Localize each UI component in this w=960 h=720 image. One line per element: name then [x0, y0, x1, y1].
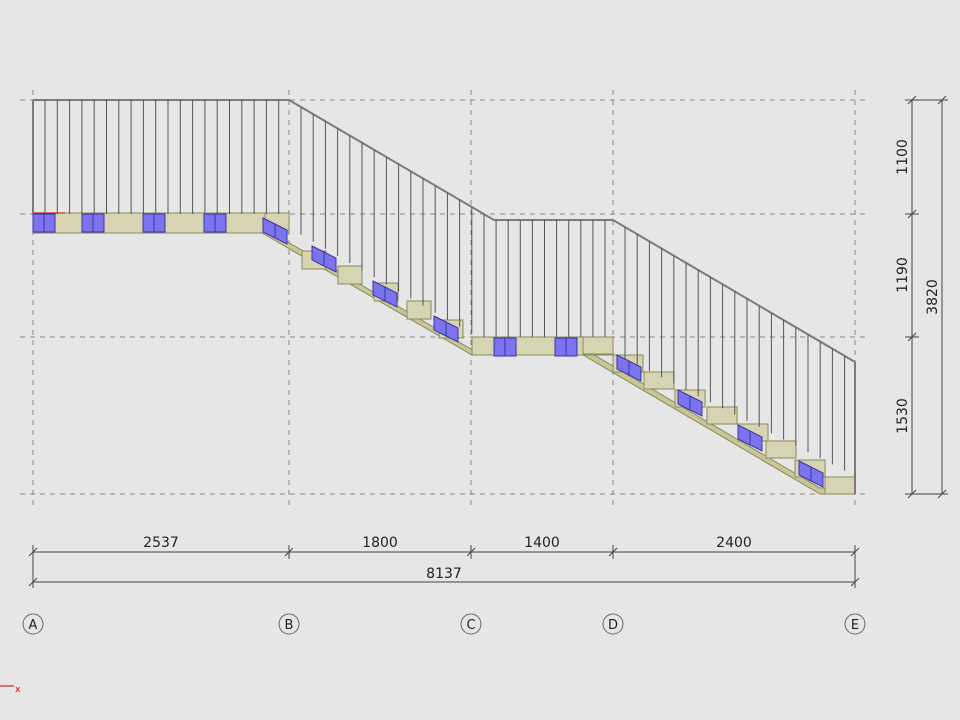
dimension-tick: [28, 577, 38, 587]
axis-bubble-c: C: [460, 613, 482, 635]
dim-label-2537: 2537: [143, 535, 179, 551]
axis-label-d: D: [608, 618, 618, 633]
step-tread: [706, 406, 738, 425]
dim-label-total: 8137: [426, 566, 462, 582]
axis-bubble-b: B: [278, 613, 300, 635]
step-tread: [824, 476, 856, 495]
axis-bubble-e: E: [844, 613, 866, 635]
step-tread: [765, 440, 797, 459]
dimension-tick: [907, 209, 917, 219]
axis-label-a: A: [29, 618, 38, 633]
dim-label-total-height: 3820: [925, 279, 941, 315]
top-rail: [33, 99, 856, 363]
dimension-tick: [937, 95, 947, 105]
dim-label-1190: 1190: [895, 257, 911, 293]
dimension-tick: [907, 332, 917, 342]
dimension-tick: [937, 489, 947, 499]
step-tread: [337, 265, 363, 285]
dimension-lines: [28, 95, 948, 588]
dimension-tick: [284, 547, 294, 557]
railing: [32, 99, 856, 494]
step-tread: [582, 336, 614, 355]
ucs-icon: x: [0, 685, 21, 695]
axis-bubble-d: D: [602, 613, 624, 635]
step-tread: [643, 371, 675, 390]
dimension-tick: [466, 547, 476, 557]
dimension-tick: [608, 547, 618, 557]
dim-label-1100: 1100: [895, 139, 911, 175]
ucs-x-label: x: [15, 685, 21, 695]
dim-label-1800: 1800: [362, 535, 398, 551]
dimension-tick: [850, 577, 860, 587]
dim-label-1530: 1530: [895, 398, 911, 434]
axis-bubble-a: A: [22, 613, 44, 635]
dim-label-1400: 1400: [524, 535, 560, 551]
stair-stringer: [32, 226, 856, 495]
axis-label-c: C: [466, 618, 475, 633]
stair-structure: [32, 194, 856, 495]
axis-label-b: B: [285, 618, 294, 633]
dim-label-2400: 2400: [716, 535, 752, 551]
step-tread: [406, 300, 432, 320]
axis-label-e: E: [851, 618, 859, 633]
